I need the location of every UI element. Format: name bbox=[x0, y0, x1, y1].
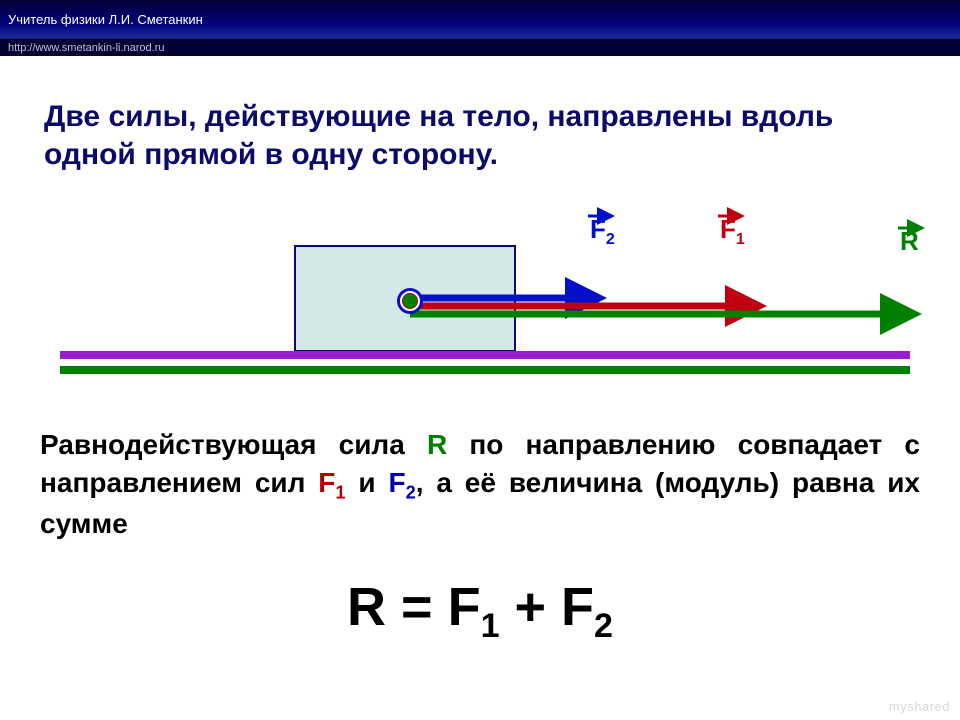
body-F1: F1 bbox=[318, 467, 345, 498]
svg-text:R: R bbox=[900, 226, 919, 256]
author-line: Учитель физики Л.И. Сметанкин bbox=[8, 12, 203, 27]
formula-lhs: R bbox=[347, 577, 386, 637]
subheader-bar: http://www.smetankin-li.narod.ru bbox=[0, 38, 960, 56]
formula-F2: F2 bbox=[561, 577, 613, 637]
force-diagram: F2 F1 R bbox=[20, 206, 940, 396]
formula-F1: F1 bbox=[448, 577, 500, 637]
explanation-text: Равнодействующая сила R по направлению с… bbox=[40, 426, 920, 543]
title-span: Две силы, действующие на тело, направлен… bbox=[44, 100, 833, 171]
formula-eq: = bbox=[386, 577, 448, 637]
body-prefix: Равнодействующая сила bbox=[40, 429, 427, 460]
slide-content: Две силы, действующие на тело, направлен… bbox=[0, 56, 960, 720]
body-F2: F2 bbox=[388, 467, 415, 498]
body-R: R bbox=[427, 429, 447, 460]
body-and: и bbox=[346, 467, 389, 498]
site-url: http://www.smetankin-li.narod.ru bbox=[8, 42, 165, 54]
svg-text:F1: F1 bbox=[720, 214, 745, 248]
watermark: myshared bbox=[889, 699, 950, 714]
formula-plus: + bbox=[500, 577, 562, 637]
formula: R = F1 + F2 bbox=[0, 576, 960, 646]
slide-title: Две силы, действующие на тело, направлен… bbox=[44, 98, 914, 173]
svg-text:F2: F2 bbox=[590, 214, 615, 248]
header-bar: Учитель физики Л.И. Сметанкин bbox=[0, 0, 960, 38]
